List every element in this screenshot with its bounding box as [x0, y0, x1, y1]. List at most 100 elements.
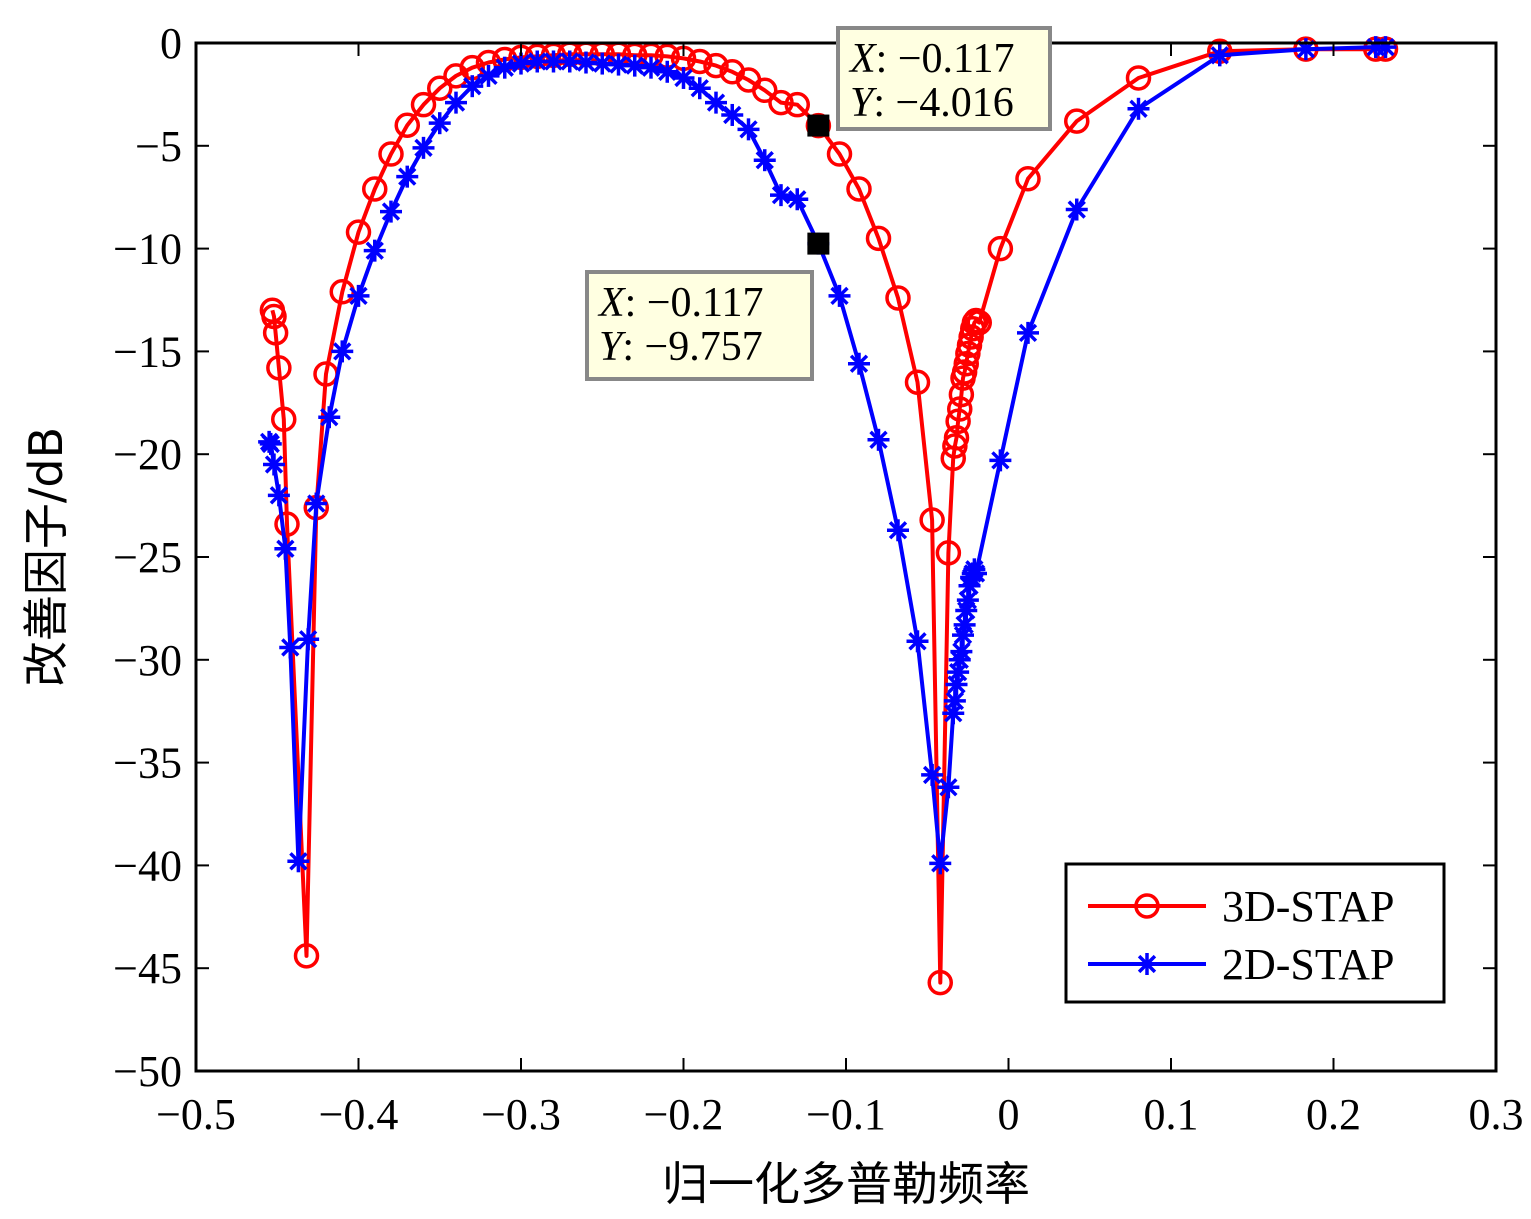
datatip-box	[585, 270, 814, 381]
data-point	[703, 52, 729, 79]
x-tick-label: −0.1	[806, 1090, 886, 1139]
data-point	[279, 636, 302, 659]
data-point	[828, 284, 851, 307]
data-point	[953, 350, 979, 377]
data-point	[461, 75, 484, 98]
data-point	[966, 309, 992, 336]
datatip-x-label: X	[597, 280, 627, 326]
data-point	[1294, 38, 1317, 61]
legend-item-3d-stap: 3D-STAP	[1088, 882, 1395, 931]
datatip-x-line: X: −0.117	[848, 36, 1014, 82]
y-tick-label: −25	[113, 533, 182, 582]
data-point	[293, 943, 320, 969]
data-point	[885, 285, 911, 311]
datatip-y-value: : −4.016	[873, 80, 1013, 126]
data-point	[267, 484, 290, 507]
data-point	[1017, 321, 1039, 344]
data-point	[672, 66, 695, 89]
data-point	[943, 425, 970, 451]
data-point	[688, 77, 711, 100]
x-tick-label: −0.2	[644, 1090, 724, 1139]
data-point	[752, 77, 778, 104]
data-point	[510, 52, 532, 75]
data-point	[848, 352, 870, 375]
datatip-y-label: Y	[599, 324, 627, 370]
data-point	[945, 408, 971, 435]
data-point	[591, 52, 614, 75]
data-point	[1127, 97, 1150, 120]
data-point	[921, 763, 944, 786]
datatip-x-label: X	[848, 36, 878, 82]
y-tick-label: −45	[113, 944, 182, 993]
data-point	[770, 184, 792, 207]
data-point	[1125, 65, 1152, 91]
datatip-y-value: : −9.757	[622, 324, 762, 370]
data-point	[786, 188, 809, 211]
datatip-x-value: : −0.117	[625, 280, 764, 326]
y-tick-label: −50	[113, 1047, 182, 1096]
x-tick-label: 0.3	[1469, 1090, 1524, 1139]
data-point	[345, 219, 372, 245]
data-point	[274, 511, 300, 537]
x-tick-label: −0.4	[319, 1090, 399, 1139]
data-point	[297, 628, 320, 651]
legend-marker	[1134, 893, 1160, 919]
data-point	[271, 406, 297, 432]
data-point	[263, 453, 285, 476]
series-layer	[258, 36, 1399, 996]
data-point	[640, 56, 662, 79]
x-tick-label: 0.2	[1306, 1090, 1361, 1139]
legend-box	[1064, 862, 1446, 1004]
data-point	[331, 340, 354, 363]
y-tick-label: −40	[113, 841, 182, 890]
data-point	[927, 969, 953, 996]
data-point	[396, 165, 419, 188]
data-point	[347, 284, 370, 307]
data-point	[705, 91, 727, 114]
x-axis-label: 归一化多普勒频率	[662, 1157, 1030, 1211]
series-2d-stap	[258, 36, 1397, 875]
data-point	[287, 850, 310, 873]
datatip-box	[836, 26, 1052, 131]
x-tick-label: 0.1	[1144, 1090, 1199, 1139]
legend-label: 2D-STAP	[1222, 940, 1395, 989]
data-point	[987, 235, 1014, 262]
data-point	[262, 320, 289, 346]
datatip-marker	[807, 232, 830, 255]
data-point	[953, 613, 976, 636]
data-point	[656, 60, 679, 83]
data-point	[1064, 108, 1090, 134]
data-point	[394, 112, 420, 138]
data-point	[623, 54, 646, 77]
y-tick-label: −10	[113, 225, 182, 274]
data-point	[919, 507, 945, 533]
data-point	[607, 53, 630, 76]
data-point	[318, 406, 341, 429]
data-point	[493, 56, 516, 79]
legend: 3D-STAP 2D-STAP	[1064, 862, 1446, 1004]
data-point	[906, 630, 929, 653]
data-point	[737, 118, 760, 141]
data-point	[937, 776, 960, 799]
datatip-y-line: Y: −9.757	[599, 324, 763, 370]
data-point	[428, 112, 451, 135]
y-tick-label: −15	[113, 327, 182, 376]
x-tick-label: −0.5	[156, 1090, 236, 1139]
data-point	[904, 369, 931, 395]
data-point	[846, 176, 872, 202]
x-tick-label: 0	[998, 1090, 1020, 1139]
datatip-y-label: Y	[850, 80, 878, 126]
data-point	[1374, 36, 1397, 59]
data-point	[477, 64, 500, 87]
y-tick-label: −20	[113, 430, 182, 479]
data-point	[784, 91, 810, 118]
data-point	[410, 91, 437, 118]
data-point	[1015, 165, 1041, 192]
data-point	[412, 136, 435, 159]
legend-marker	[1136, 953, 1158, 975]
data-point	[305, 492, 328, 515]
datatip-marker	[807, 114, 830, 137]
